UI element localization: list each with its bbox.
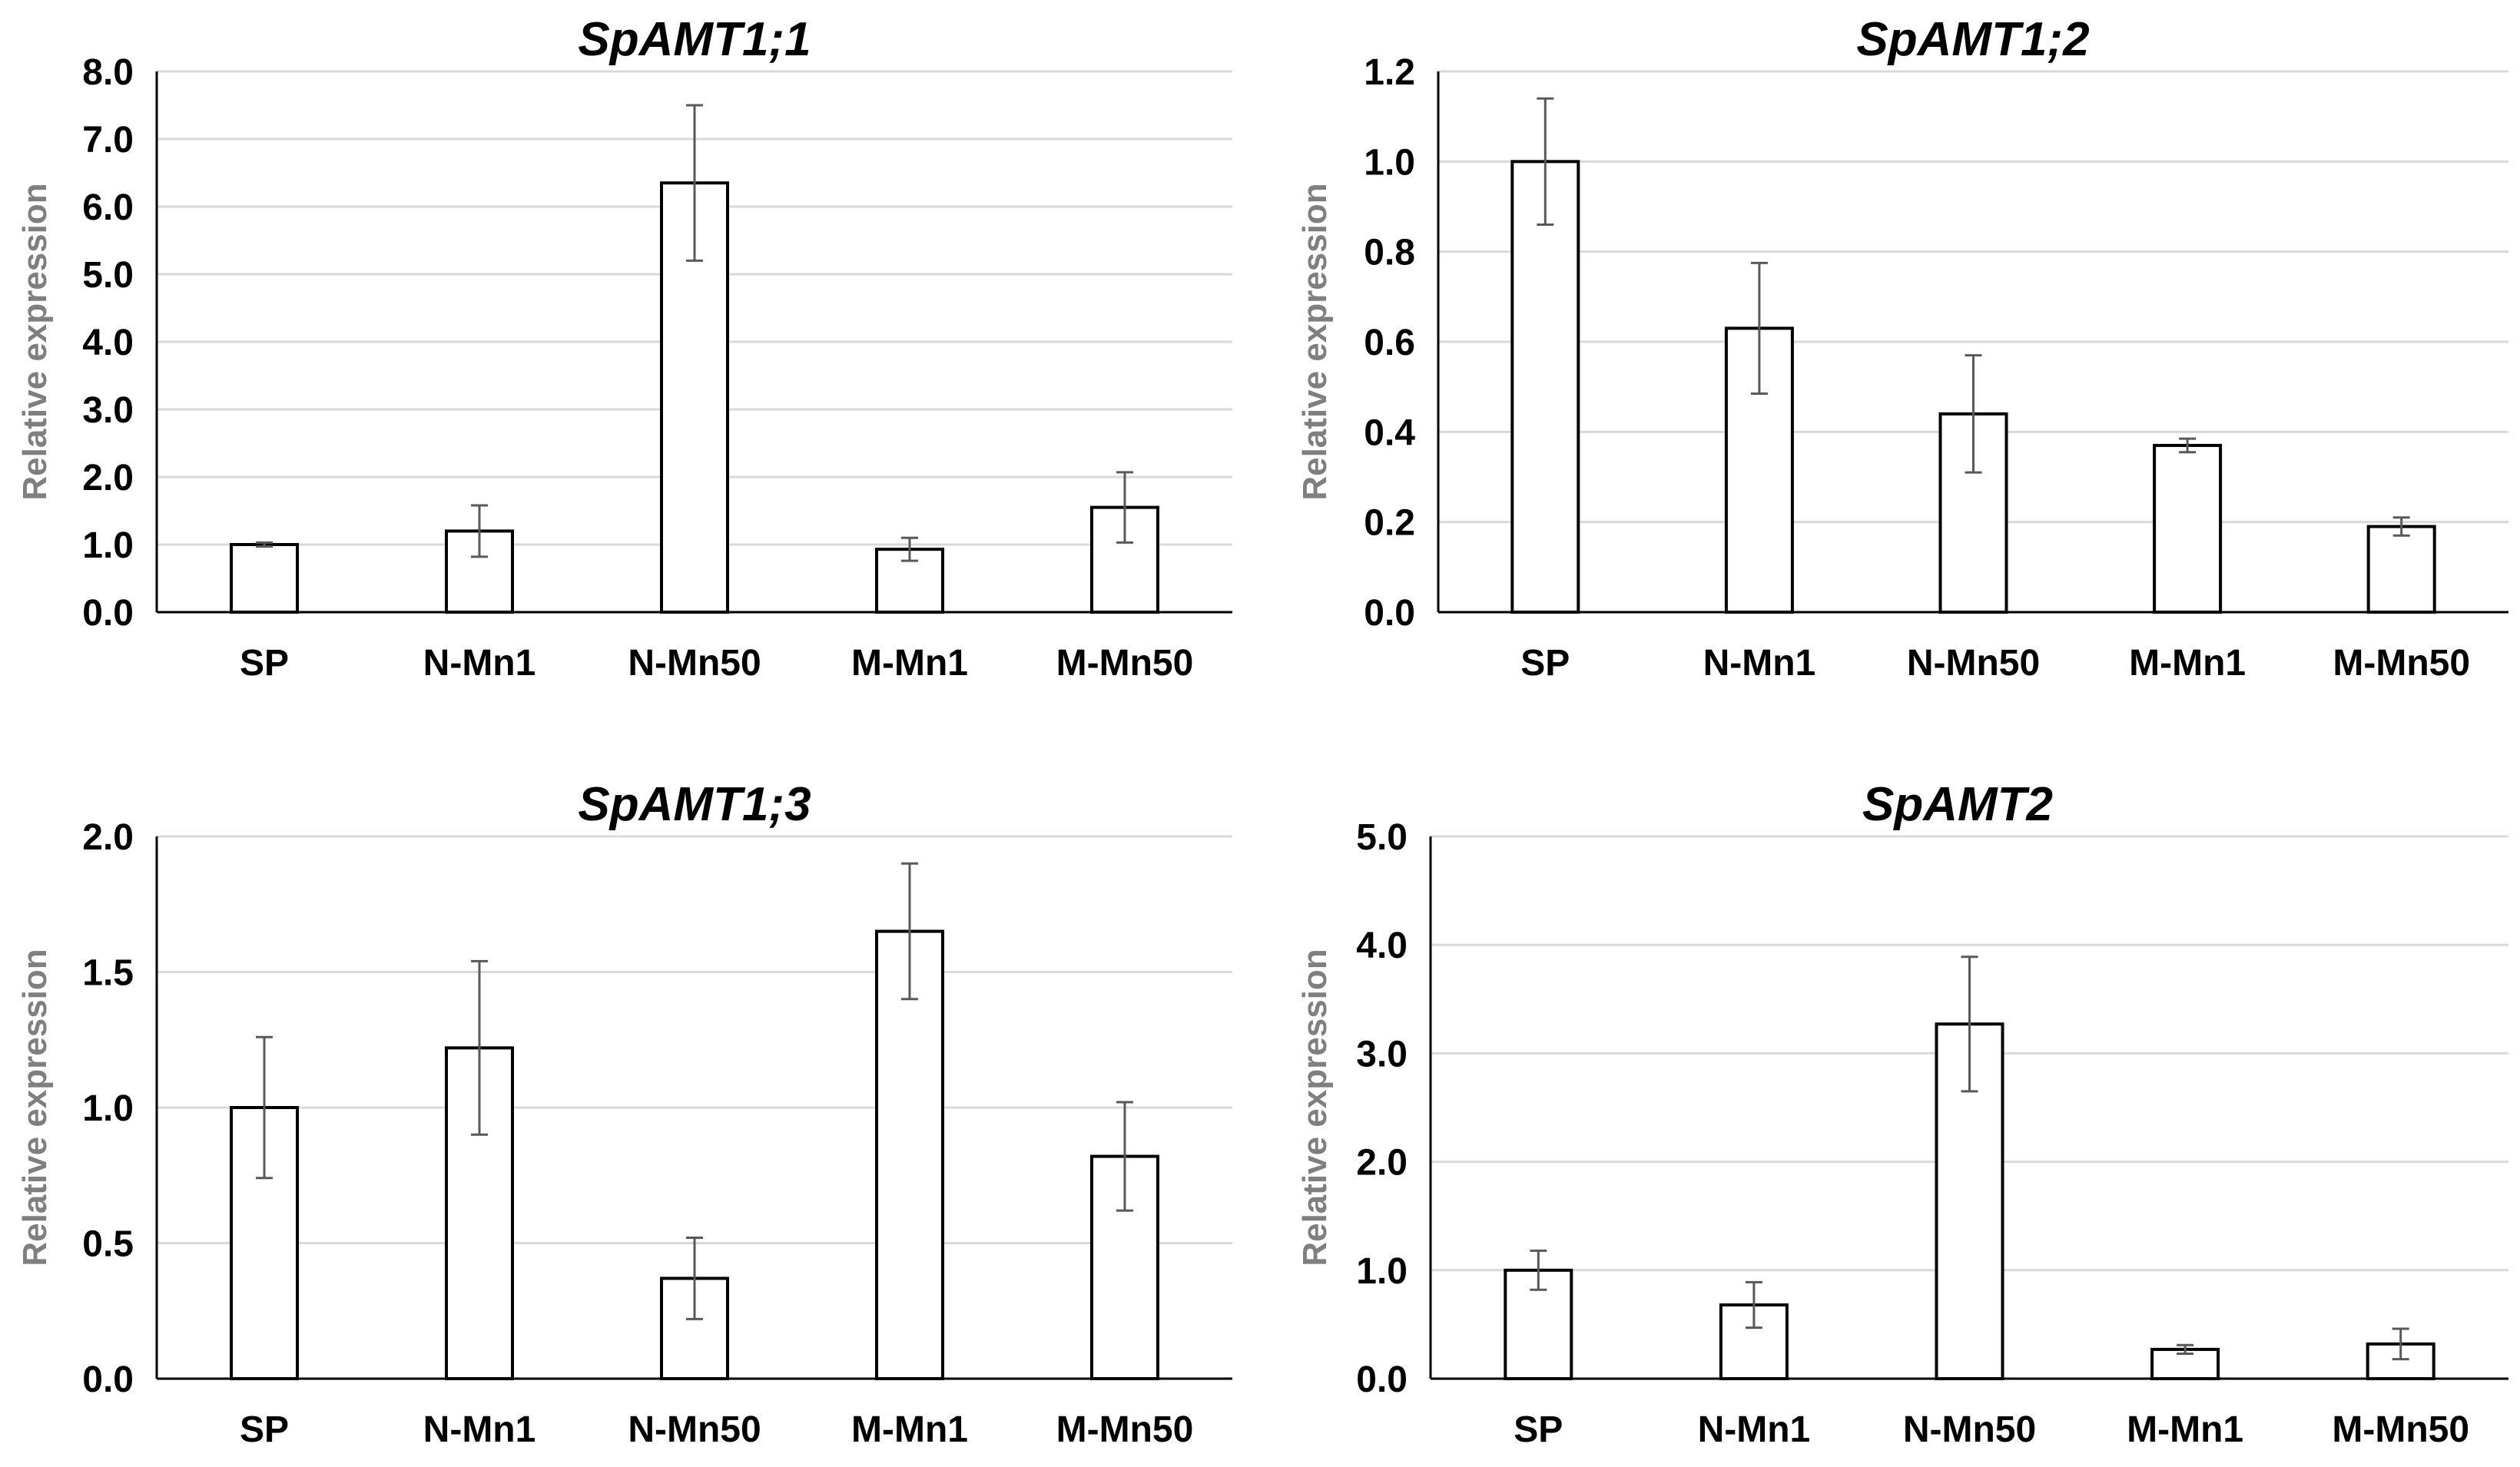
bar-n-mn1 (1719, 1303, 1789, 1381)
x-tick-label: SP (1514, 1409, 1563, 1450)
error-bar-sp (256, 541, 273, 548)
y-tick-label: 0.0 (1364, 593, 1415, 634)
y-tick-label: 0.0 (82, 593, 134, 634)
x-tick-label: N-Mn50 (1907, 643, 2040, 684)
error-bar-m-mn1 (2179, 437, 2197, 454)
x-tick-label: M-Mn50 (1056, 643, 1194, 684)
x-tick-label: M-Mn50 (1056, 1409, 1194, 1450)
x-tick-label: N-Mn50 (628, 643, 761, 684)
y-tick-label: 0.0 (1356, 1359, 1408, 1400)
error-bar-sp (1537, 97, 1554, 226)
error-bar-m-mn50 (2392, 1327, 2409, 1361)
y-tick-label: 2.0 (82, 458, 134, 498)
bar-n-mn50 (1938, 412, 2008, 614)
y-tick-label: 0.0 (82, 1359, 134, 1400)
panel-spamt1-2: 0.0 0.2 0.4 0.6 0.8 1.0 1.2 SP N-Mn1 N-Mn50 M-Mn1 M… (1296, 13, 2508, 684)
error-bar-n-mn1 (1745, 1280, 1762, 1330)
y-tick-label: 0.2 (1364, 503, 1415, 544)
y-tick-label: 0.4 (1364, 412, 1415, 453)
y-tick-label: 4.0 (82, 323, 134, 363)
y-axis-label: Relative expression (1296, 183, 1334, 500)
bar-m-mn1 (2153, 443, 2223, 614)
y-tick-label: 4.0 (1356, 926, 1408, 966)
x-tick-label: N-Mn1 (423, 1409, 536, 1450)
y-tick-label: 1.0 (82, 1088, 134, 1129)
y-tick-label: 2.0 (82, 817, 134, 858)
error-bar-n-mn1 (1750, 261, 1768, 395)
error-bar-n-mn50 (686, 1236, 703, 1320)
x-tick-label: N-Mn1 (423, 643, 536, 684)
y-tick-label: 3.0 (82, 390, 134, 431)
y-tick-label: 1.0 (1356, 1251, 1408, 1292)
error-bar-m-mn50 (1116, 1101, 1133, 1212)
x-tick-label: M-Mn1 (2127, 1409, 2243, 1450)
y-tick-label: 1.2 (1364, 52, 1415, 93)
bar-m-mn50 (2366, 525, 2436, 614)
bar-m-mn1 (875, 929, 944, 1381)
chart-title: SpAMT1;1 (578, 13, 811, 66)
error-bar-m-mn1 (901, 862, 918, 1001)
y-tick-label: 6.0 (82, 187, 134, 228)
x-tick-label: N-Mn1 (1703, 643, 1816, 684)
y-tick-label: 7.0 (82, 120, 134, 161)
error-bar-sp (256, 1035, 273, 1180)
bar-sp (230, 543, 299, 614)
chart-title: SpAMT2 (1862, 778, 2053, 831)
y-axis-label: Relative expression (16, 183, 54, 500)
y-tick-label: 3.0 (1356, 1034, 1408, 1075)
panel-spamt2: 0.0 1.0 2.0 3.0 4.0 5.0 SP N-Mn1 N-Mn50 M-Mn1 M-Mn… (1296, 778, 2508, 1450)
y-tick-label: 0.5 (82, 1224, 134, 1265)
x-tick-label: SP (1520, 643, 1570, 684)
y-tick-label: 5.0 (82, 255, 134, 296)
panel-spamt1-3: 0.0 0.5 1.0 1.5 2.0 SP N-Mn1 N-Mn50 M-Mn1 M-Mn50 S… (16, 778, 1232, 1450)
y-tick-label: 2.0 (1356, 1143, 1408, 1184)
y-tick-label: 1.0 (1364, 142, 1415, 183)
y-axis-label: Relative expression (1296, 949, 1334, 1266)
x-tick-label: N-Mn50 (628, 1409, 761, 1450)
y-axis-label: Relative expression (16, 949, 54, 1266)
y-tick-label: 1.5 (82, 953, 134, 994)
error-bar-m-mn50 (1116, 471, 1133, 544)
x-tick-label: M-Mn1 (851, 1409, 968, 1450)
x-tick-label: N-Mn50 (1903, 1409, 2036, 1450)
error-bar-m-mn1 (901, 536, 918, 562)
bar-n-mn1 (445, 1046, 514, 1380)
y-tick-label: 1.0 (82, 525, 134, 566)
x-tick-label: SP (240, 643, 289, 684)
y-tick-label: 5.0 (1356, 817, 1408, 858)
y-tick-label: 0.6 (1364, 323, 1415, 363)
y-tick-label: 0.8 (1364, 233, 1415, 273)
error-bar-n-mn50 (686, 104, 703, 262)
error-bar-n-mn50 (1961, 955, 1978, 1093)
error-bar-n-mn50 (1965, 354, 1982, 474)
x-tick-label: N-Mn1 (1698, 1409, 1811, 1450)
chart-title: SpAMT1;2 (1856, 13, 2089, 66)
bar-sp (1510, 160, 1580, 614)
x-tick-label: M-Mn50 (2333, 643, 2470, 684)
x-tick-label: M-Mn50 (2332, 1409, 2469, 1450)
error-bar-n-mn1 (471, 504, 488, 558)
x-tick-label: SP (240, 1409, 289, 1450)
x-tick-label: M-Mn1 (851, 643, 968, 684)
error-bar-m-mn1 (2177, 1343, 2194, 1356)
error-bar-sp (1530, 1249, 1547, 1291)
error-bar-n-mn1 (471, 959, 488, 1136)
x-tick-label: M-Mn1 (2129, 643, 2246, 684)
panel-spamt1-1: 0.0 1.0 2.0 3.0 4.0 5.0 6.0 7.0 8.0 SP N-Mn1 N-Mn50… (16, 13, 1232, 684)
chart-title: SpAMT1;3 (578, 778, 811, 831)
error-bar-m-mn50 (2392, 516, 2410, 537)
y-tick-label: 8.0 (82, 52, 134, 93)
